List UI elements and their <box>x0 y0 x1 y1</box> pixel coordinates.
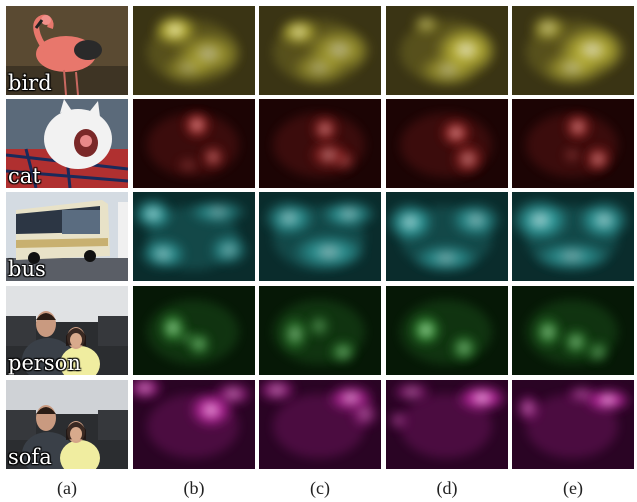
heatmap-sofa-d <box>386 380 508 469</box>
heatmap-blob <box>564 113 592 141</box>
heatmap-cat-c <box>259 99 381 188</box>
heatmap-bus-d <box>386 192 508 281</box>
heatmap-blob <box>133 380 163 400</box>
heatmap-blob <box>516 394 540 422</box>
input-image-person: person <box>6 286 128 375</box>
heatmap-blob <box>512 198 570 242</box>
heatmap-person-d <box>386 286 508 375</box>
input-image-sofa: sofa <box>6 380 128 469</box>
heatmap-blob <box>562 147 582 163</box>
heatmap-blob <box>388 410 408 430</box>
heatmap-blob <box>532 242 612 270</box>
heatmap-blob <box>412 244 480 272</box>
heatmap-blob <box>307 314 331 338</box>
heatmap-bus-c <box>259 192 381 281</box>
heatmap-blob <box>279 18 319 46</box>
heatmap-blob <box>562 328 590 356</box>
heatmap-blob <box>281 316 309 352</box>
heatmap-blob <box>263 200 315 236</box>
heatmap-bird-b <box>133 6 255 95</box>
heatmap-blob <box>412 14 440 34</box>
heatmap-blob <box>162 54 214 82</box>
heatmap-sofa-c <box>259 380 381 469</box>
heatmap-bird-c <box>259 6 381 95</box>
heatmap-blob <box>188 200 248 224</box>
heatmap-blob <box>176 157 200 173</box>
input-image-bird: bird <box>6 6 128 95</box>
heatmap-blob <box>201 145 225 169</box>
heatmap-blob <box>578 200 630 240</box>
heatmap-sofa-b <box>133 380 255 469</box>
heatmap-blob <box>418 54 478 86</box>
input-image-bus: bus <box>6 192 128 281</box>
heatmap-blob <box>179 330 195 346</box>
heatmap-bird-e <box>512 6 634 95</box>
column-label: (d) <box>436 478 458 498</box>
heatmap-blob <box>259 380 297 402</box>
heatmap-blob <box>291 234 367 270</box>
heatmap-blob <box>311 115 339 143</box>
heatmap-blob <box>386 202 434 242</box>
heatmap-blob <box>452 143 484 175</box>
heatmap-bus-b <box>133 192 255 281</box>
heatmap-cat-e <box>512 99 634 188</box>
heatmap-blob <box>450 334 478 362</box>
heatmap-person-b <box>133 286 255 375</box>
heatmap-blob <box>133 198 173 230</box>
heatmap-blob <box>213 382 253 406</box>
heatmap-blob <box>183 111 211 139</box>
flamingo-photo <box>6 6 128 95</box>
column-label: (c) <box>310 478 330 498</box>
heatmap-blob <box>392 382 432 402</box>
heatmap-blob <box>321 200 377 228</box>
heatmap-blob <box>329 340 357 364</box>
heatmap-blob <box>209 234 249 266</box>
heatmap-blob <box>351 400 379 428</box>
couple-on-sofa-photo <box>6 380 128 469</box>
heatmap-blob <box>291 52 347 84</box>
heatmap-blob <box>335 151 355 171</box>
heatmap-blob <box>139 238 187 270</box>
heatmap-blob <box>566 386 598 402</box>
heatmap-blob <box>584 145 612 173</box>
heatmap-cat-d <box>386 99 508 188</box>
heatmap-bus-e <box>512 192 634 281</box>
heatmap-blob <box>456 384 508 412</box>
input-image-cat: cat <box>6 99 128 188</box>
heatmap-blob <box>530 14 566 42</box>
heatmap-blob <box>450 202 502 238</box>
heatmap-blob <box>586 340 610 364</box>
column-label: (b) <box>183 478 205 498</box>
heatmap-blob <box>440 119 472 147</box>
heatmap-blob <box>542 52 602 84</box>
heatmap-blob <box>410 314 442 346</box>
heatmap-sofa-e <box>512 380 634 469</box>
heatmap-person-c <box>259 286 381 375</box>
heatmap-person-e <box>512 286 634 375</box>
heatmap-cat-b <box>133 99 255 188</box>
column-label: (e) <box>563 478 583 498</box>
column-label: (a) <box>57 478 77 498</box>
coach-bus-photo <box>6 192 128 281</box>
couple-portrait-photo <box>6 286 128 375</box>
heatmap-bird-d <box>386 6 508 95</box>
heatmap-blob <box>534 316 562 348</box>
yawning-cat-photo <box>6 99 128 188</box>
